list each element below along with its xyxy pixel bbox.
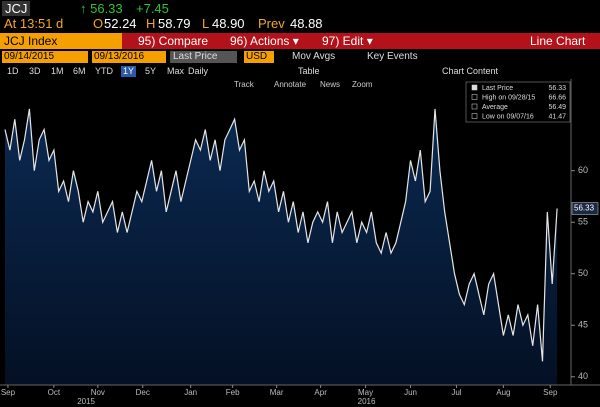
legend-label: Last Price [482, 85, 513, 92]
high: 58.79 [158, 16, 191, 31]
legend-value: 56.49 [548, 104, 566, 111]
year-label: 2016 [358, 397, 376, 406]
x-tick-label: Sep [543, 388, 558, 397]
legend-swatch [471, 113, 478, 119]
mov-avgs[interactable]: Mov Avgs [292, 51, 336, 62]
period-button[interactable]: YTD [95, 66, 113, 76]
x-tick-label: Jul [451, 388, 461, 397]
ticker: JCJ [2, 1, 31, 16]
x-tick-label: Apr [314, 388, 327, 397]
prev-label: Prev [258, 16, 285, 31]
period-button[interactable]: 1D [7, 66, 19, 76]
legend-value: 66.66 [548, 94, 566, 101]
period-button[interactable]: 1M [51, 66, 64, 76]
open-label: O [93, 16, 104, 31]
legend-value: 56.33 [548, 85, 566, 92]
chart: 40 45 50 55 60 Sep Oct Nov Dec Jan Feb Mar Apr May Jun… [0, 79, 600, 406]
low-label: L [202, 16, 210, 31]
low: 48.90 [212, 16, 245, 31]
toolbar-button[interactable]: 95) Compare [138, 34, 209, 48]
x-tick-label: Jan [184, 388, 197, 397]
legend-label: Average [482, 104, 508, 111]
x-tick-label: Jun [404, 388, 417, 397]
x-tick-label: Mar [270, 388, 284, 397]
chart-type[interactable]: Line Chart [530, 34, 586, 48]
x-tick-label: Feb [226, 388, 240, 397]
legend-box [465, 81, 571, 123]
period-button[interactable]: 6M [73, 66, 86, 76]
period-button[interactable]: Max [167, 66, 185, 76]
y-tick-label: 40 [578, 371, 588, 381]
chart-content[interactable]: Chart Content [442, 66, 499, 76]
end-date[interactable]: 09/13/2016 [92, 51, 166, 63]
x-tick-label: Oct [48, 388, 61, 397]
security[interactable]: JCJ Index [0, 33, 122, 49]
y-tick-label: 45 [578, 320, 588, 330]
period-button[interactable]: 3D [29, 66, 41, 76]
tool-button[interactable]: News [320, 80, 341, 89]
legend-label: Low on 09/07/16 [482, 113, 534, 120]
change: +7.45 [136, 1, 169, 16]
x-tick-label: Nov [91, 388, 105, 397]
tool-button[interactable]: Zoom [352, 80, 373, 89]
x-tick-label: Sep [1, 388, 16, 397]
legend-swatch [471, 94, 478, 100]
x-tick-label: Dec [136, 388, 150, 397]
tool-button[interactable]: Track [234, 80, 254, 89]
y-tick-label: 55 [578, 217, 588, 227]
high-label: H [146, 16, 156, 31]
area [5, 108, 558, 386]
prev: 48.88 [290, 16, 323, 31]
toolbar-button[interactable]: 96) Actions ▾ [230, 34, 299, 48]
toolbar [0, 33, 600, 49]
legend-label: High on 09/28/15 [482, 94, 535, 101]
field[interactable]: Last Price [170, 51, 237, 63]
table[interactable]: Table [298, 66, 320, 76]
period-button[interactable]: 1Y [121, 66, 137, 77]
last-price-label: 56.33 [574, 204, 595, 213]
period-button[interactable]: 5Y [145, 66, 157, 76]
year-label: 2015 [77, 397, 95, 406]
open: 52.24 [104, 16, 137, 31]
currency[interactable]: USD [244, 51, 274, 63]
last-price-tag [571, 202, 599, 215]
legend-value: 41.47 [548, 113, 566, 120]
price-line [4, 108, 558, 362]
key-events[interactable]: Key Events [367, 51, 418, 62]
x-tick-label: Aug [496, 388, 510, 397]
toolbar-button[interactable]: 97) Edit ▾ [322, 34, 373, 48]
y-tick-label: 60 [578, 165, 588, 175]
legend-swatch [471, 84, 478, 91]
legend-swatch [471, 103, 478, 110]
time: At 13:51 d [4, 16, 64, 31]
frequency[interactable]: Daily [188, 66, 209, 76]
y-tick-label: 50 [578, 268, 588, 278]
tool-button[interactable]: Annotate [274, 80, 307, 89]
start-date[interactable]: 09/14/2015 [2, 51, 88, 63]
price: ↑ 56.33 [80, 1, 123, 16]
x-tick-label: May [358, 388, 373, 397]
